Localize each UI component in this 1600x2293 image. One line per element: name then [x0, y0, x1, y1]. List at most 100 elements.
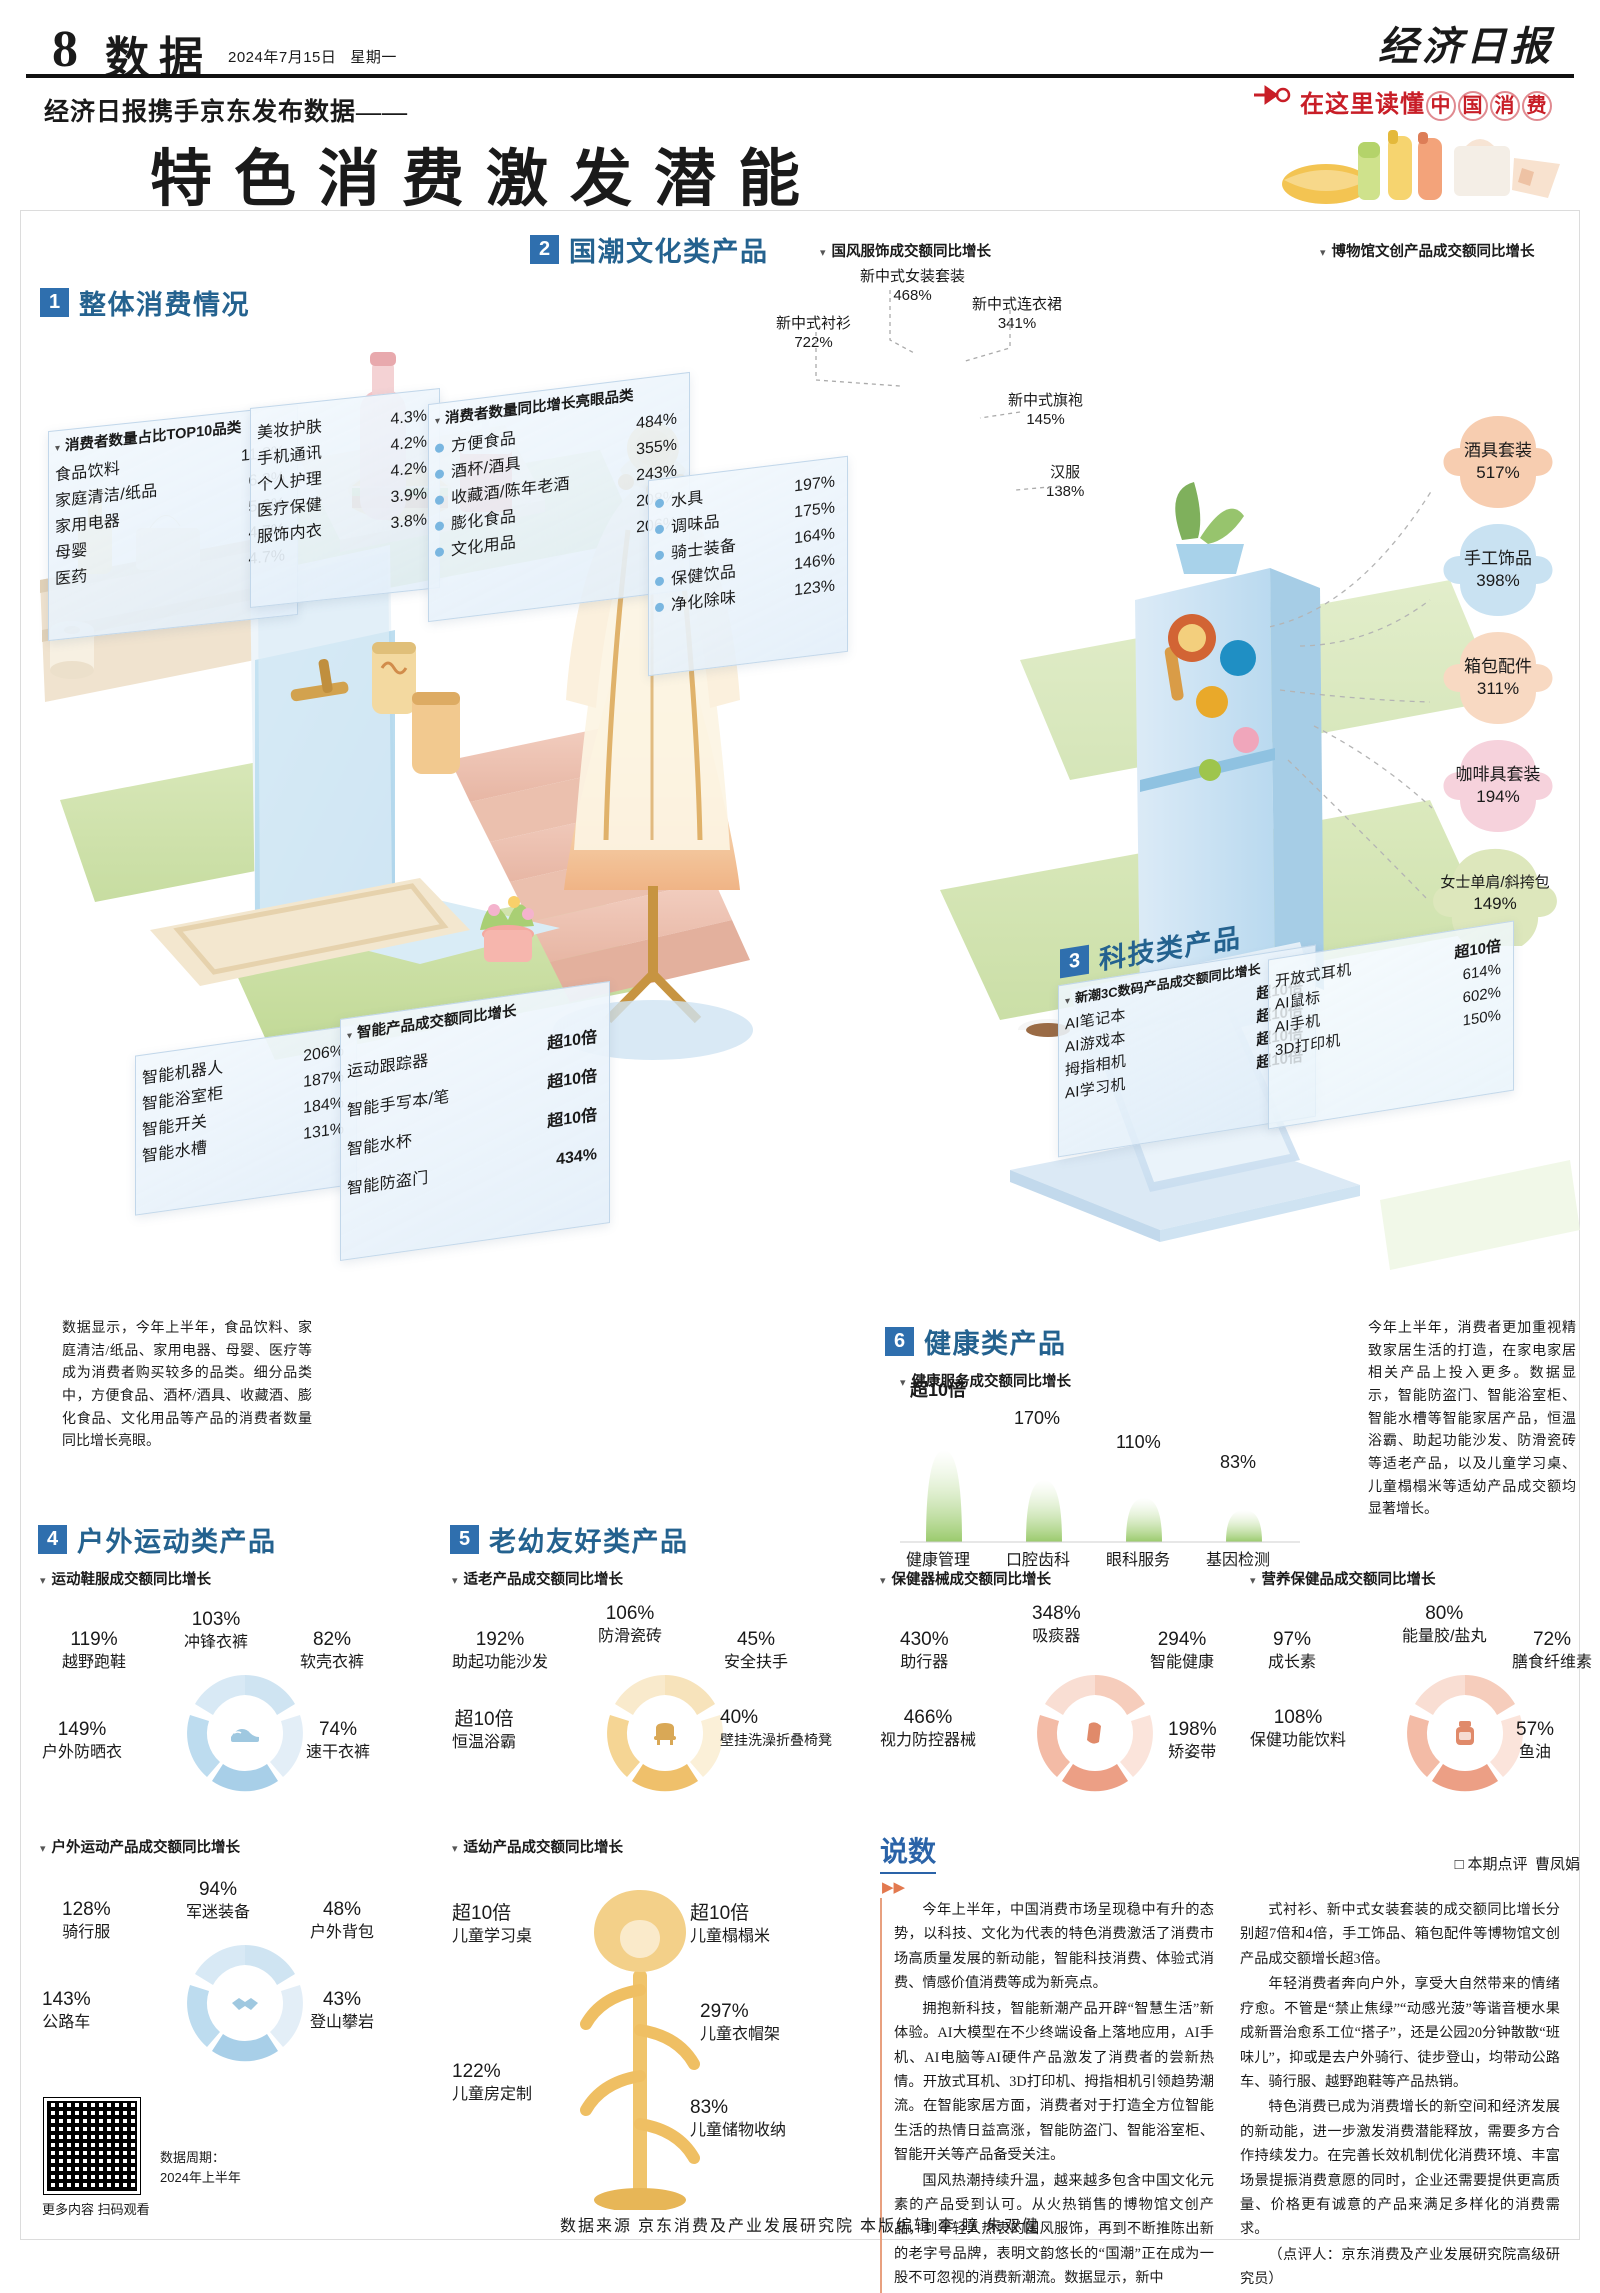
qr-code[interactable]	[43, 2097, 141, 2195]
badge-value: 194%	[1476, 787, 1520, 806]
gauge-label: 466% 视力防控器械	[880, 1707, 977, 1749]
bar-value: 170%	[1014, 1408, 1061, 1428]
gauge-label: 103% 冲锋衣裤	[184, 1609, 249, 1651]
note-left: 数据显示，今年上半年，食品饮料、家庭清洁/纸品、家用电器、母婴、医疗等成为消费者…	[62, 1321, 312, 1450]
gauge-label: 超10倍 恒温浴霸	[452, 1709, 517, 1751]
bar-label: 基因检测	[1206, 1552, 1271, 1569]
article-byline: □ 本期点评 曹凤娟	[1454, 1857, 1580, 1873]
gauge-label: 106% 防滑瓷砖	[598, 1603, 663, 1645]
kids-label-5: 83% 儿童储物收纳	[690, 2097, 787, 2139]
caption-outdoor: 户外运动产品成交额同比增长	[40, 1836, 241, 1857]
callout-chenshan: 新中式衬衫 722%	[776, 315, 852, 351]
gauge-label: 430% 助行器	[900, 1629, 949, 1671]
caption-museum: 博物馆文创产品成交额同比增长	[1320, 240, 1535, 261]
gauge-label: 94% 军迷装备	[186, 1879, 251, 1921]
arrow-icon	[1254, 85, 1291, 105]
bar-value: 110%	[1116, 1432, 1161, 1452]
gauge-label: 57% 鱼油	[1516, 1719, 1555, 1761]
article-title: 说数	[880, 1830, 937, 1874]
data-period: 数据周期： 2024年上半年	[160, 2150, 241, 2185]
caption-guofeng: 国风服饰成交额同比增长	[820, 240, 992, 261]
gauge-ring	[607, 1675, 723, 1792]
qr-caption: 更多内容 扫码观看	[42, 2202, 150, 2217]
gauge-ring	[187, 1675, 303, 1792]
sneaker-icon	[231, 1729, 259, 1742]
gauge-nutrition	[1400, 1668, 1530, 1798]
gauge-label: 108% 保健功能饮料	[1250, 1707, 1347, 1749]
page-title: 特色消费激发潜能	[150, 146, 823, 214]
gauge-device	[1030, 1668, 1160, 1798]
article-block: 说数 □ 本期点评 曹凤娟 ▶▶ 今年上半年，中国消费市场呈现稳中有升的态势，以…	[880, 1830, 1580, 2293]
promo-text: 在这里读懂中国消费	[1300, 84, 1553, 121]
section-number: 3	[1060, 944, 1089, 979]
gauge-label: 40% 壁挂洗澡折叠椅凳	[720, 1707, 832, 1748]
article-column-1: 今年上半年，中国消费市场呈现稳中有升的态势，以科技、文化为代表的特色消费激活了消…	[894, 1902, 1214, 2287]
section-header-1: 1 整体消费情况	[40, 283, 250, 322]
gauge-label: 45% 安全扶手	[724, 1629, 789, 1671]
badge-name: 酒具套装	[1464, 440, 1532, 460]
bar-label: 健康管理	[906, 1552, 971, 1569]
section-number: 6	[885, 1327, 914, 1356]
bar-value: 83%	[1220, 1452, 1257, 1472]
kids-label-4: 122% 儿童房定制	[452, 2061, 533, 2103]
caption-sport-shoes: 运动鞋服成交额同比增长	[40, 1568, 212, 1589]
gauge-ring	[1037, 1675, 1153, 1792]
caption-device: 保健器械成交额同比增长	[880, 1568, 1052, 1589]
callout-leader-lines	[815, 290, 1061, 491]
gauge-label: 72% 膳食纤维素	[1512, 1629, 1593, 1671]
promo-badge: 在这里读懂中国消费	[1254, 78, 1580, 208]
page-number: 8	[52, 21, 78, 78]
badge-kafei: 咖啡具套装 194%	[1432, 734, 1564, 838]
badge-shougong: 手工饰品 398%	[1432, 518, 1564, 622]
caption-nutrition: 营养保健品成交额同比增长	[1250, 1568, 1436, 1589]
circled-char: 费	[1522, 90, 1552, 121]
badge-name: 女士单肩/斜挎包	[1440, 874, 1550, 892]
kicker: 经济日报携手京东发布数据——	[44, 99, 409, 126]
gauge-ring	[187, 1945, 303, 2062]
circled-char: 中	[1426, 90, 1456, 121]
article-marker: ▶▶	[882, 1879, 906, 1896]
handshake-icon	[232, 1998, 258, 2010]
gauge-label: 348% 吸痰器	[1032, 1603, 1081, 1645]
callout-nvzhuang: 新中式女装套装 468%	[860, 268, 966, 304]
gauge-label: 43% 登山攀岩	[310, 1989, 375, 2031]
newspaper-logo: 经济日报	[1378, 24, 1554, 69]
note-right: 今年上半年，消费者更加重视精致家居生活的打造，在家电家居相关产品上投入更多。数据…	[1368, 1321, 1576, 1518]
section-header-2: 2 国潮文化类产品	[530, 230, 769, 269]
gauge-outdoor	[180, 1938, 310, 2068]
caption-health: 健康服务成交额同比增长	[900, 1370, 1072, 1391]
gauge-label: 192% 助起功能沙发	[452, 1629, 549, 1671]
chair-icon	[654, 1723, 676, 1745]
gauge-label: 143% 公路车	[42, 1989, 91, 2031]
section-title: 国潮文化类产品	[569, 237, 769, 267]
bar-value: 超10倍	[910, 1380, 967, 1400]
section-number: 5	[450, 1525, 479, 1554]
promo-illustration	[1282, 130, 1560, 204]
badge-name: 箱包配件	[1464, 656, 1532, 676]
gauge-ring	[1407, 1675, 1523, 1792]
bar-label: 口腔齿科	[1006, 1552, 1071, 1569]
section-title: 整体消费情况	[79, 290, 250, 320]
gauge-label: 48% 户外背包	[310, 1899, 375, 1941]
kids-label-2: 超10倍 儿童榻榻米	[690, 1903, 771, 1945]
badge-jiuju: 酒具套装 517%	[1432, 410, 1564, 514]
section-title: 健康类产品	[924, 1329, 1067, 1359]
badge-name: 咖啡具套装	[1455, 764, 1541, 784]
gauge-label: 74% 速干衣裤	[306, 1719, 371, 1761]
gauge-label: 149% 户外防晒衣	[42, 1719, 123, 1761]
gauge-sport-shoes	[180, 1668, 310, 1798]
publication-date: 2024年7月15日 星期一	[228, 49, 397, 66]
kids-label-1: 超10倍 儿童学习桌	[452, 1903, 533, 1945]
gauge-label: 128% 骑行服	[62, 1899, 111, 1941]
badge-bag: 女士单肩/斜挎包 149%	[1420, 842, 1570, 954]
gauge-label: 294% 智能健康	[1150, 1629, 1215, 1671]
gauge-label: 97% 成长素	[1268, 1629, 1317, 1671]
panel-smart-left: 智能机器人 206% 智能浴室柜 187% 智能开关 184% 智能水槽 131%	[135, 1024, 357, 1216]
badge-xiangbao: 箱包配件 311%	[1432, 626, 1564, 730]
caption-elder: 适老产品成交额同比增长	[452, 1568, 624, 1589]
kids-label-3: 297% 儿童衣帽架	[700, 2001, 781, 2043]
gauge-label: 198% 矫姿带	[1168, 1719, 1217, 1761]
gauge-elder	[600, 1668, 730, 1798]
